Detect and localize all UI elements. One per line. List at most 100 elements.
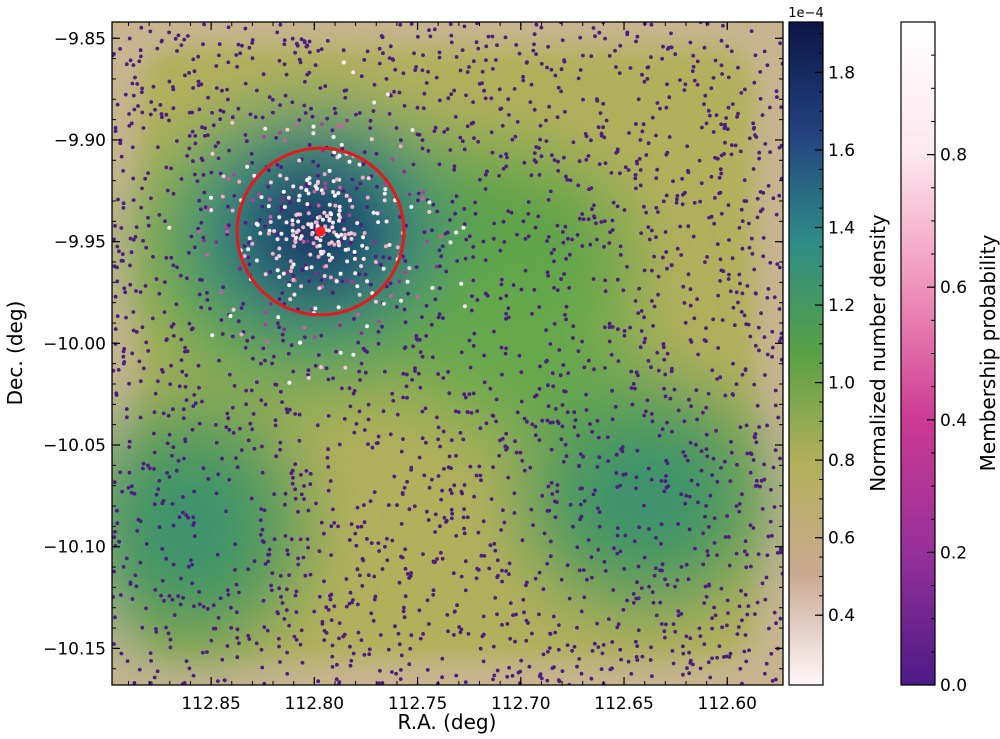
field-star — [130, 597, 135, 601]
field-star — [699, 181, 704, 186]
member-star — [299, 284, 304, 289]
field-star — [695, 297, 699, 301]
field-star — [140, 186, 144, 191]
member-star — [295, 212, 300, 217]
field-star — [186, 564, 191, 569]
field-star — [483, 172, 488, 177]
field-star — [429, 322, 434, 327]
field-star — [282, 62, 287, 67]
member-star — [350, 204, 355, 209]
field-star — [650, 299, 654, 303]
field-star — [171, 87, 176, 92]
field-star — [636, 311, 641, 315]
field-star — [249, 388, 254, 393]
field-star — [766, 184, 771, 188]
field-star — [530, 422, 535, 427]
field-star — [560, 38, 565, 43]
field-star — [203, 205, 208, 210]
field-star — [362, 652, 367, 657]
member-star — [448, 240, 453, 245]
field-star — [283, 502, 287, 507]
field-star — [442, 467, 446, 471]
field-star — [113, 294, 118, 299]
member-star — [263, 126, 268, 131]
member-star — [373, 299, 378, 304]
field-star — [458, 68, 463, 73]
field-star — [491, 465, 495, 470]
member-star — [357, 292, 362, 297]
field-star — [549, 67, 554, 72]
field-star — [760, 113, 765, 117]
field-star — [601, 101, 606, 106]
field-star — [203, 126, 207, 131]
field-star — [545, 509, 550, 513]
field-star — [552, 247, 556, 252]
colorbar-tick-label: 1.6 — [828, 141, 855, 161]
field-star — [308, 471, 313, 476]
field-star — [454, 194, 459, 199]
field-star — [362, 428, 367, 432]
field-star — [777, 193, 782, 198]
field-star — [765, 553, 770, 558]
member-star — [361, 256, 366, 261]
field-star — [263, 224, 267, 229]
field-star — [571, 324, 576, 328]
field-star — [525, 580, 529, 585]
field-star — [524, 638, 529, 643]
field-star — [216, 472, 221, 477]
field-star — [441, 376, 446, 380]
field-star — [607, 339, 612, 344]
membership-colorbar-fill — [900, 21, 936, 686]
field-star — [749, 236, 754, 241]
field-star — [167, 118, 171, 123]
field-star — [285, 672, 290, 676]
field-star — [152, 450, 157, 455]
member-star — [343, 232, 348, 237]
field-star — [365, 537, 369, 541]
field-star — [596, 125, 601, 130]
x-tick-label: 112.70 — [491, 694, 550, 714]
field-star — [249, 151, 254, 156]
membership-colorbar-ticks: 0.00.20.40.60.8 — [927, 54, 967, 696]
field-star — [667, 135, 672, 139]
field-star — [381, 255, 386, 260]
y-tick-label: −10.15 — [43, 639, 106, 659]
field-star — [121, 201, 126, 206]
field-star — [148, 112, 153, 117]
field-star — [700, 125, 704, 130]
field-star — [151, 84, 156, 89]
field-star — [650, 590, 655, 595]
field-star — [326, 465, 331, 469]
field-star — [544, 139, 549, 144]
field-star — [704, 447, 709, 451]
field-star — [192, 393, 197, 397]
field-star — [337, 442, 342, 447]
field-star — [777, 265, 782, 270]
field-star — [155, 46, 160, 51]
member-star — [304, 188, 309, 192]
member-star — [210, 151, 215, 156]
field-star — [146, 171, 151, 176]
field-star — [723, 122, 727, 127]
field-star — [513, 134, 518, 139]
field-star — [243, 26, 248, 31]
field-star — [163, 280, 167, 284]
field-star — [546, 383, 550, 388]
field-star — [232, 172, 236, 177]
field-star — [557, 348, 562, 352]
field-star — [151, 254, 155, 259]
field-star — [266, 184, 270, 189]
field-star — [549, 447, 554, 452]
field-star — [629, 672, 634, 676]
field-star — [375, 184, 379, 189]
field-star — [589, 555, 594, 560]
field-star — [181, 416, 186, 421]
field-star — [130, 81, 135, 86]
field-star — [498, 248, 503, 253]
field-star — [378, 668, 382, 673]
field-star — [225, 588, 230, 592]
field-star — [612, 546, 616, 551]
field-star — [650, 268, 654, 273]
field-star — [497, 453, 502, 458]
field-star — [244, 139, 249, 144]
